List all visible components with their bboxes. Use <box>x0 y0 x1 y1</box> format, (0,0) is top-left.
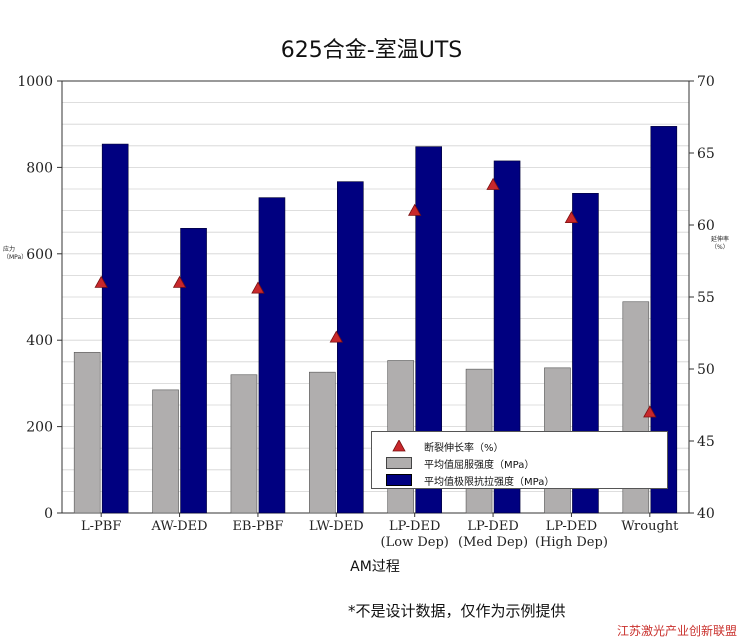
x-tick-label: Wrought <box>621 519 679 534</box>
x-tick-label: LP-DED <box>546 519 597 534</box>
y-tick-label-left: 1000 <box>17 74 53 90</box>
x-tick-label: (High Dep) <box>535 535 608 550</box>
y-tick-label-right: 55 <box>697 290 715 306</box>
legend-item-uts: 平均值极限抗拉强度（MPa） <box>386 472 667 488</box>
marker-elongation <box>329 330 343 343</box>
y-tick-label-right: 50 <box>697 362 715 378</box>
y-tick-label-right: 70 <box>697 74 715 90</box>
marker-elongation <box>172 275 187 288</box>
x-tick-label: (Low Dep) <box>381 535 449 550</box>
legend-label-uts: 平均值极限抗拉强度（MPa） <box>424 476 555 488</box>
bar-yield <box>309 371 336 514</box>
marker-elongation <box>643 405 657 418</box>
x-tick-label: (Med Dep) <box>458 535 528 550</box>
marker-elongation <box>486 177 500 190</box>
bar-uts <box>258 197 286 514</box>
y-tick-label-left: 200 <box>26 420 53 436</box>
x-axis-label: AM过程 <box>350 559 400 575</box>
y-tick-label-left: 400 <box>26 333 53 349</box>
bar-uts <box>101 143 129 514</box>
legend-swatch-yield <box>386 457 412 469</box>
x-tick-label: L-PBF <box>81 519 121 534</box>
x-tick-label: LP-DED <box>389 519 440 534</box>
marker-elongation <box>408 203 422 216</box>
marker-elongation <box>94 275 108 288</box>
bar-uts <box>337 181 364 514</box>
chart-title: 625合金-室温UTS <box>280 38 463 63</box>
legend-label-elongation: 断裂伸长率（%） <box>424 442 504 454</box>
legend-swatch-uts <box>386 474 412 486</box>
bar-uts <box>180 228 207 514</box>
legend-label-yield: 平均值屈服强度（MPa） <box>424 459 535 471</box>
x-tick-label: EB-PBF <box>232 519 283 534</box>
y-tick-label-right: 65 <box>697 146 715 162</box>
legend: 断裂伸长率（%） 平均值屈服强度（MPa） 平均值极限抗拉强度（MPa） <box>371 431 668 489</box>
x-tick-label: AW-DED <box>151 519 208 534</box>
y-tick-label-right: 45 <box>697 434 715 450</box>
marker-elongation <box>251 281 265 294</box>
y-tick-label-left: 600 <box>26 247 53 263</box>
marker-elongation <box>564 210 579 224</box>
y-tick-label-right: 40 <box>697 506 715 522</box>
y-tick-label-left: 800 <box>26 160 53 176</box>
disclaimer-note: *不是设计数据，仅作为示例提供 <box>348 602 566 620</box>
bar-yield <box>73 351 101 514</box>
legend-marker-triangle <box>392 440 406 452</box>
y-tick-label-right: 60 <box>697 218 715 234</box>
x-tick-label: LP-DED <box>467 519 518 534</box>
y-tick-label-left: 0 <box>44 506 53 522</box>
watermark-text: 江苏激光产业创新联盟 <box>616 624 737 638</box>
legend-item-yield: 平均值屈服强度（MPa） <box>386 455 667 471</box>
y-axis-label-right: 延伸率（%） <box>711 236 730 251</box>
x-tick-label: LW-DED <box>309 519 364 534</box>
bar-yield <box>230 374 258 514</box>
y-axis-label-left: 应力（MPa） <box>3 246 28 261</box>
bar-yield <box>152 389 179 514</box>
legend-item-elongation: 断裂伸长率（%） <box>386 438 667 454</box>
